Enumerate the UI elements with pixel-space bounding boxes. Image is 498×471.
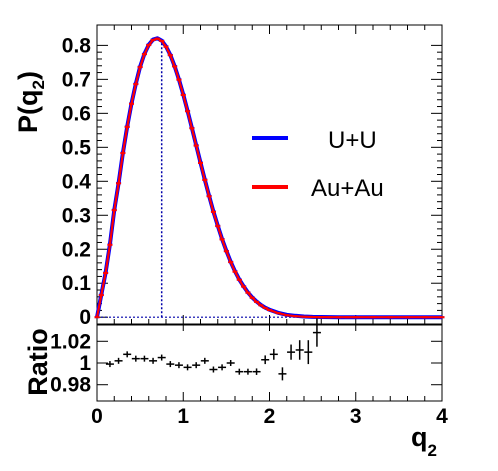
series-line-uu [95, 36, 442, 320]
series-line-auau [95, 37, 442, 319]
ratio-y-tick-label: 1.02 [50, 330, 91, 353]
ratio-point [218, 364, 227, 371]
ratio-point [304, 340, 313, 365]
ratio-point [243, 368, 252, 375]
y-axis-title-close: ) [13, 71, 43, 80]
ratio-point [261, 355, 270, 365]
legend-label-uu: U+U [328, 127, 377, 154]
legend: U+U Au+Au [252, 127, 384, 202]
ratio-point [209, 366, 218, 373]
ratio-point [149, 357, 158, 364]
y-tick-label: 0.4 [62, 170, 92, 193]
ratio-point [105, 361, 114, 368]
y-axis-title-subscript: 2 [29, 80, 48, 89]
x-axis-title-main: q [411, 422, 428, 452]
y-tick-label: 0.7 [62, 68, 91, 91]
ratio-y-tick-label: 1 [79, 352, 91, 375]
ratio-point [287, 344, 296, 360]
x-axis-title: q2 [411, 422, 437, 460]
y-tick-label: 0 [79, 306, 91, 329]
ratio-point [252, 368, 261, 375]
x-tick-label: 3 [350, 405, 362, 428]
ratio-point [295, 340, 304, 360]
ratio-point [140, 355, 149, 362]
ratio-y-tick-label: 0.98 [50, 374, 91, 397]
ratio-point [235, 368, 244, 375]
y-axis-title: P(q2) [13, 71, 48, 133]
y-axis-title-main: P(q [13, 89, 43, 133]
ratio-point [192, 362, 201, 369]
legend-label-auau: Au+Au [311, 175, 384, 202]
ratio-point [226, 360, 235, 366]
y-tick-label: 0.6 [62, 102, 91, 125]
ratio-axis-title: Ratio [23, 328, 53, 396]
y-tick-label: 0.1 [62, 272, 92, 295]
ratio-point [123, 351, 132, 358]
x-axis-title-subscript: 2 [428, 441, 437, 460]
ratio-point [174, 362, 183, 369]
y-tick-label: 0.8 [62, 34, 92, 57]
bottom-plot-area [105, 318, 321, 381]
ratio-point [131, 355, 140, 362]
y-tick-label: 0.3 [62, 204, 91, 227]
top-plot-frame [96, 24, 443, 325]
ratio-point [269, 348, 278, 360]
y-tick-label: 0.5 [62, 136, 92, 159]
x-tick-label: 4 [436, 405, 448, 428]
ratio-point [114, 357, 123, 364]
x-tick-label: 0 [91, 405, 103, 428]
ratio-point [312, 318, 321, 347]
top-plot-area [94, 36, 445, 320]
ratio-point [166, 361, 175, 368]
y-tick-label: 0.2 [62, 238, 91, 261]
x-tick-label: 2 [264, 405, 276, 428]
x-tick-label: 1 [177, 405, 189, 428]
ratio-point [183, 364, 192, 371]
top-axis-ticks: 0 0.1 0.2 0.3 0.4 0.5 0.6 0.7 0.8 [62, 25, 443, 329]
ratio-point [157, 354, 166, 361]
ratio-point [200, 357, 209, 364]
bottom-plot-frame [96, 324, 443, 402]
ratio-point [278, 367, 287, 381]
